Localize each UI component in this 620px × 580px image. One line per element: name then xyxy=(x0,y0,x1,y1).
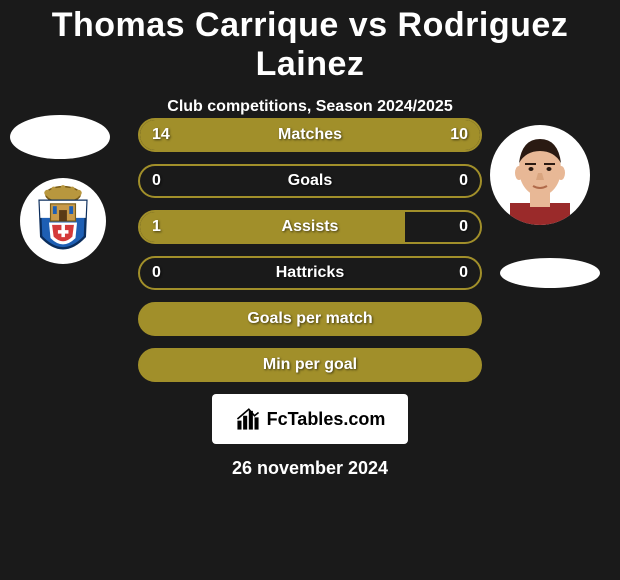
stat-row-matches: 14 Matches 10 xyxy=(138,118,482,152)
stat-value-right: 0 xyxy=(459,264,468,282)
stat-row-assists: 1 Assists 0 xyxy=(138,210,482,244)
stat-value-left: 14 xyxy=(152,126,170,144)
stat-label: Assists xyxy=(282,218,339,236)
comparison-title: Thomas Carrique vs Rodriguez Lainez xyxy=(0,0,620,84)
stat-label: Hattricks xyxy=(276,264,344,282)
stat-label: Matches xyxy=(278,126,342,144)
stat-value-right: 10 xyxy=(450,126,468,144)
stat-value-right: 0 xyxy=(459,218,468,236)
brand-badge[interactable]: FcTables.com xyxy=(212,394,408,444)
stat-value-left: 0 xyxy=(152,264,161,282)
chart-icon xyxy=(235,406,261,432)
stat-fill-left xyxy=(140,212,405,242)
stat-value-left: 1 xyxy=(152,218,161,236)
stat-label: Min per goal xyxy=(263,356,357,374)
stat-label: Goals per match xyxy=(247,310,372,328)
stat-value-right: 0 xyxy=(459,172,468,190)
stat-row-goals: 0 Goals 0 xyxy=(138,164,482,198)
stat-row-hattricks: 0 Hattricks 0 xyxy=(138,256,482,290)
stat-row-goals-per-match: Goals per match xyxy=(138,302,482,336)
stats-container: 14 Matches 10 0 Goals 0 1 Assists 0 0 Ha… xyxy=(0,118,620,479)
snapshot-date: 26 november 2024 xyxy=(0,458,620,479)
brand-text: FcTables.com xyxy=(267,409,386,430)
stat-label: Goals xyxy=(288,172,332,190)
stat-value-left: 0 xyxy=(152,172,161,190)
stat-row-min-per-goal: Min per goal xyxy=(138,348,482,382)
comparison-subtitle: Club competitions, Season 2024/2025 xyxy=(0,98,620,116)
